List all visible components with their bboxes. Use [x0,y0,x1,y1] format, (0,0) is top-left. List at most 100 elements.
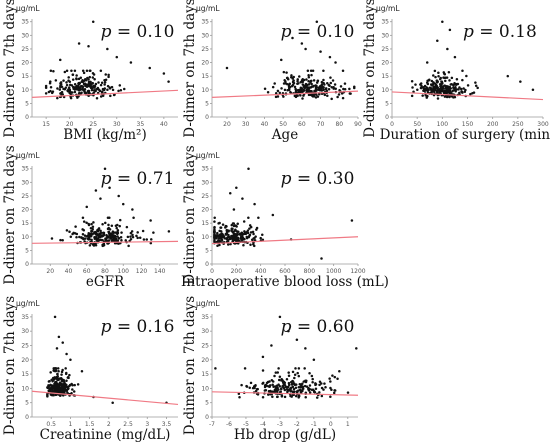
data-point [314,383,318,386]
data-point [340,92,344,95]
data-point [320,382,323,385]
x-tick-label: 300 [537,121,549,128]
x-tick-label: 0 [210,268,214,275]
data-point [150,238,153,241]
y-tick-label: 0 [205,414,209,421]
data-point [69,358,72,362]
data-point [111,230,115,233]
data-point [97,235,101,239]
data-point [292,387,296,391]
x-tick-label: 400 [255,268,267,275]
y-tick-label: 35 [201,19,209,26]
y-tick-label: 20 [381,60,389,67]
data-point [297,394,301,397]
data-point [118,84,122,87]
data-point [77,88,80,91]
data-point [62,87,65,91]
data-point [348,92,352,95]
data-point [49,383,52,387]
data-point [91,233,94,236]
data-point [110,85,114,89]
data-point [232,224,236,228]
data-point [451,89,454,93]
data-point [53,315,57,319]
p-value-text: = 0.10 [112,22,175,42]
data-point [52,394,55,397]
data-point [275,395,279,399]
y-tick-label: 15 [201,220,209,227]
data-point [218,234,222,237]
data-point [440,86,443,89]
data-point [240,238,244,242]
regression-line [31,240,179,244]
data-point [313,93,316,96]
data-point [459,87,463,91]
data-point [253,236,256,240]
data-point [307,79,310,83]
data-point [253,202,256,206]
data-point [305,78,308,81]
data-point [291,385,295,389]
data-point [56,96,59,100]
data-point [276,89,280,93]
y-tick-label: 20 [201,60,209,67]
data-point [103,79,106,82]
data-point [414,83,417,86]
data-point [129,237,133,241]
data-point [294,89,298,92]
data-point [439,91,442,94]
data-point [308,391,312,394]
p-value-annotation: p = 0.10 [101,22,175,42]
data-point [296,78,299,81]
y-tick-label: 20 [201,357,209,364]
data-point [261,233,264,237]
data-point [450,76,454,80]
data-point [70,69,73,72]
data-point [291,80,295,83]
y-tick-label: 10 [201,234,209,241]
data-point [91,76,95,79]
p-symbol: p [101,317,112,337]
data-point [130,230,134,233]
data-point [53,369,56,373]
data-point [288,82,292,86]
data-point [99,197,102,200]
data-point [237,237,240,241]
data-point [278,375,282,378]
data-point [49,389,52,393]
data-point [425,96,429,99]
data-point [295,390,299,393]
data-point [271,395,274,399]
data-point [122,202,125,206]
data-point [315,93,318,97]
p-value-annotation: p = 0.60 [281,317,355,337]
data-point [250,238,254,241]
data-point [105,237,108,240]
data-point [58,381,62,384]
data-point [282,70,286,74]
data-point [91,71,95,75]
chart-panel-creatinine: μg/mLD-dimer on 7th days 0 5 10 15 20 25 30 35 0.… [2,296,179,443]
data-point [72,390,76,393]
data-point [333,389,336,392]
data-point [294,386,298,389]
y-tick-label: 35 [21,19,29,26]
data-point [58,387,61,391]
data-point [221,236,224,239]
data-point [148,66,151,70]
data-point [213,232,216,236]
data-point [331,79,335,82]
data-point [474,84,478,87]
y-tick-label: 10 [21,87,29,94]
data-point [106,88,109,92]
data-point [109,236,112,240]
x-axis-label: Intraoperative blood loss (mL) [181,274,389,290]
data-point [245,235,248,239]
data-point [242,220,246,223]
data-point [271,390,275,393]
data-point [58,88,62,91]
data-point [78,235,81,239]
data-point [223,237,227,240]
data-point [88,75,92,79]
data-point [256,393,260,396]
